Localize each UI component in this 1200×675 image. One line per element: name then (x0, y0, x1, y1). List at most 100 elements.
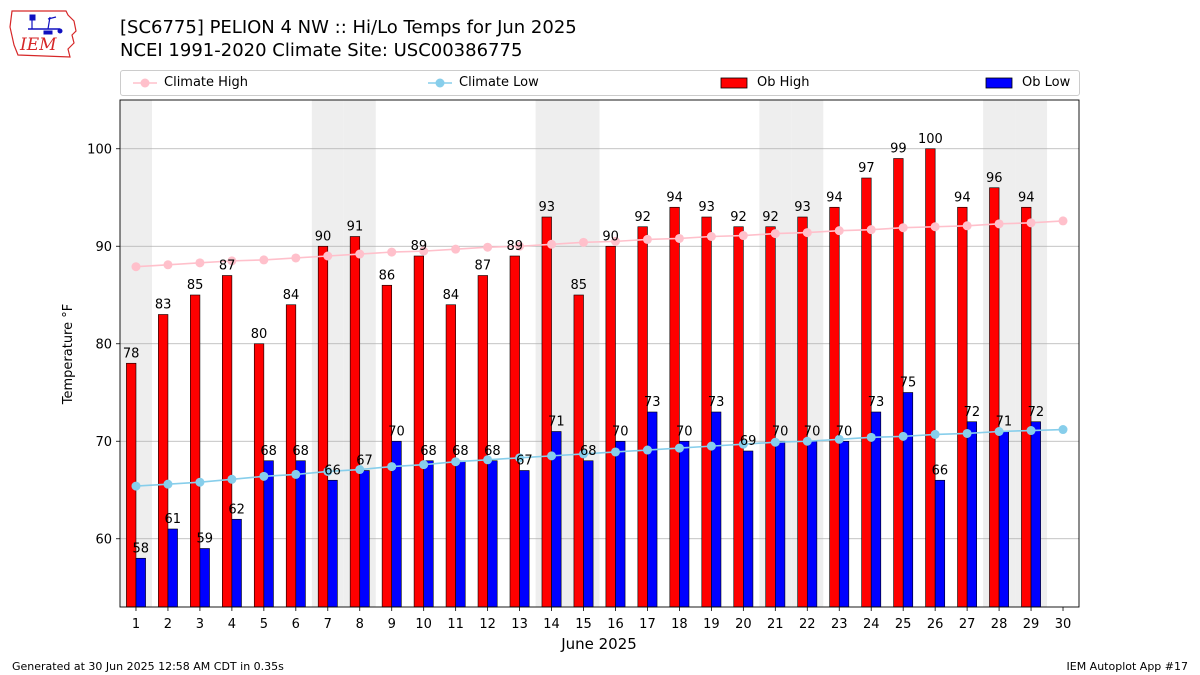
x-tick-label-20: 20 (735, 617, 752, 632)
ob-high-label-day-4: 87 (219, 259, 236, 274)
ob-low-label-day-21: 70 (772, 424, 789, 439)
x-tick-label-1: 1 (132, 617, 140, 632)
ob-high-bar-day-10 (413, 255, 424, 608)
ob-high-label-day-28: 96 (986, 171, 1003, 186)
ob-high-bar-day-21 (765, 226, 776, 608)
bars (126, 148, 1041, 608)
ob-low-bar-day-16 (615, 440, 626, 608)
x-tick-label-18: 18 (671, 617, 688, 632)
ob-high-bar-day-16 (605, 245, 616, 608)
y-tick-label-70: 70 (95, 435, 112, 450)
x-tick-label-8: 8 (356, 617, 364, 632)
x-axis-label: June 2025 (560, 635, 637, 653)
x-tick-label-16: 16 (607, 617, 624, 632)
ob-low-label-day-2: 61 (164, 512, 181, 527)
grid-lines (120, 148, 1079, 540)
x-tick-label-5: 5 (260, 617, 268, 632)
ob-low-label-day-27: 72 (964, 405, 981, 420)
ob-low-label-day-19: 73 (708, 395, 725, 410)
climate-low-swatch (428, 78, 452, 88)
climate-low-point-day-21 (770, 437, 780, 447)
climate-low-point-day-16 (610, 447, 620, 457)
ob-low-label-day-13: 67 (516, 454, 533, 469)
x-tick-label-26: 26 (927, 617, 944, 632)
climate-low-point-day-17 (642, 445, 652, 455)
y-axis-label: Temperature °F (61, 304, 76, 405)
ob-high-label-day-11: 84 (443, 288, 460, 303)
climate-high-swatch (133, 78, 157, 88)
climate-high-point-day-8 (355, 249, 365, 259)
climate-high-point-day-18 (674, 233, 684, 243)
ob-low-bar-day-27 (966, 421, 978, 608)
ob-low-label-day-8: 67 (356, 454, 373, 469)
ob-low-bar-day-26 (934, 479, 946, 608)
climate-high-point-day-24 (866, 225, 876, 235)
climate-high-point-day-17 (642, 234, 652, 244)
ob-low-bar-day-8 (359, 470, 370, 608)
ob-low-bar-day-20 (743, 450, 754, 608)
climate-high-point-day-27 (962, 221, 972, 231)
climate-high-point-day-13 (515, 241, 525, 251)
climate-high-point-day-21 (770, 229, 780, 239)
ob-high-bar-day-1 (126, 362, 137, 608)
climate-high-point-day-4 (227, 256, 237, 266)
weekend-shade-day-8 (343, 100, 376, 607)
ob-high-bar-day-18 (669, 206, 680, 608)
ob-low-label-day-16: 70 (612, 424, 629, 439)
ob-low-label-day-22: 70 (804, 424, 821, 439)
legend-label-climate-high: Climate High (164, 75, 249, 90)
climate-low-point-day-9 (387, 462, 397, 472)
ob-high-bar-day-6 (285, 304, 297, 608)
climate-low-point-day-10 (419, 460, 429, 470)
climate-low-line (135, 428, 1064, 487)
footer-app-text: IEM Autoplot App #17 (1066, 660, 1189, 673)
x-tick-label-21: 21 (767, 617, 784, 632)
x-tick-label-4: 4 (228, 617, 236, 632)
climate-lines (131, 216, 1068, 491)
bar-value-labels: 78 58 83 61 85 59 87 62 80 68 84 68 90 66 91 67 86 70 89 68… (123, 132, 1044, 557)
ob-high-bar-day-12 (477, 275, 488, 608)
climate-high-point-day-29 (1026, 218, 1036, 228)
x-tick-label-12: 12 (479, 617, 496, 632)
ob-high-bar-day-27 (957, 206, 968, 608)
climate-low-point-day-1 (131, 481, 141, 491)
ob-high-label-day-24: 97 (858, 161, 875, 176)
ob-high-bar-day-7 (317, 245, 329, 608)
ob-high-label-day-17: 92 (634, 210, 651, 225)
ob-high-label-day-25: 99 (890, 142, 907, 157)
ob-low-bar-day-25 (902, 392, 914, 608)
ob-low-label-day-12: 68 (484, 444, 501, 459)
climate-high-point-day-7 (323, 251, 333, 261)
ob-low-bar-day-11 (455, 460, 466, 608)
weekend-shade-day-15 (567, 100, 600, 607)
ob-high-label-day-5: 80 (251, 327, 268, 342)
ob-high-label-day-14: 93 (538, 200, 555, 215)
ob-high-bar-day-3 (190, 294, 201, 608)
climate-low-point-day-13 (515, 453, 525, 463)
ob-high-bar-day-2 (158, 314, 169, 608)
ob-low-label-day-18: 70 (676, 424, 693, 439)
ob-high-bar-day-29 (1021, 206, 1032, 608)
x-tick-label-30: 30 (1055, 617, 1072, 632)
ob-high-bar-day-24 (861, 177, 872, 608)
ob-high-bar-day-14 (541, 216, 552, 608)
x-tick-label-29: 29 (1023, 617, 1040, 632)
climate-low-point-day-3 (195, 477, 205, 487)
ob-low-bar-day-13 (519, 470, 530, 608)
ob-low-label-day-9: 70 (388, 424, 405, 439)
ob-high-label-day-22: 93 (794, 200, 811, 215)
x-tick-label-24: 24 (863, 617, 880, 632)
climate-low-point-day-14 (547, 451, 557, 461)
climate-low-point-day-8 (355, 465, 365, 475)
ob-low-bar-day-14 (551, 431, 562, 608)
ob-high-label-day-13: 89 (507, 239, 524, 254)
ob-high-label-day-29: 94 (1018, 190, 1035, 205)
ob-high-bar-day-26 (925, 148, 936, 608)
x-tick-label-2: 2 (164, 617, 172, 632)
x-tick-label-10: 10 (415, 617, 432, 632)
ob-high-label-day-9: 86 (379, 268, 396, 283)
ob-low-label-day-14: 71 (548, 415, 565, 430)
weekend-shade-day-14 (535, 100, 568, 607)
x-tick-label-23: 23 (831, 617, 848, 632)
